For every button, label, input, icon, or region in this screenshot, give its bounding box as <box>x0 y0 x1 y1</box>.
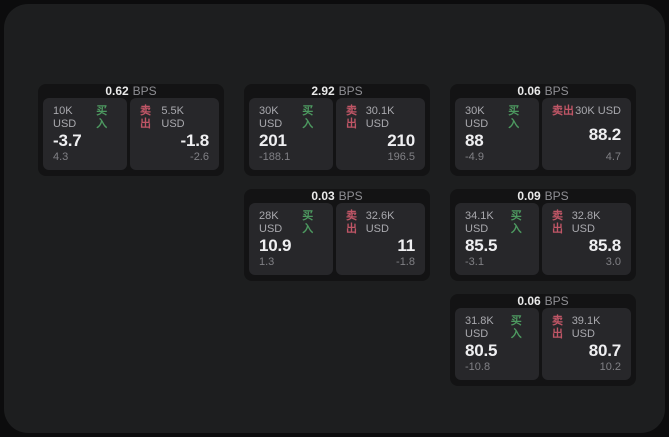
buy-sub-value: -4.9 <box>465 151 484 163</box>
sell-price: 88.2 <box>588 124 621 144</box>
sell-quote-panel[interactable]: 卖出 30.1K USD 210 196.5 <box>335 98 425 170</box>
buy-tag: 买入 <box>96 105 108 130</box>
sell-tag: 卖出 <box>551 210 563 235</box>
buy-quote-panel[interactable]: 34.1K USD 买入 85.5 -3.1 <box>455 203 539 275</box>
buy-amount: 34.1K USD <box>465 210 494 235</box>
bps-value: 0.62 <box>105 84 129 98</box>
sell-price: -1.8 <box>180 131 210 150</box>
card-header: 0.06 BPS <box>450 84 636 98</box>
sell-quote-panel[interactable]: 卖出 39.1K USD 80.7 10.2 <box>541 308 631 380</box>
buy-price: 201 <box>259 131 287 150</box>
quote-panels: 28K USD 买入 10.9 1.3 卖出 32.6K USD 11 -1.8 <box>244 203 430 281</box>
buy-price: 10.9 <box>259 236 292 255</box>
buy-amount: 30K USD <box>465 105 489 130</box>
sell-amount: 30K USD <box>575 105 621 117</box>
buy-sub-value: 4.3 <box>53 151 69 163</box>
sell-quote-panel[interactable]: 卖出 5.5K USD -1.8 -2.6 <box>129 98 219 170</box>
sell-price: 210 <box>387 131 415 150</box>
buy-quote-panel[interactable]: 10K USD 买入 -3.7 4.3 <box>43 98 127 170</box>
sell-amount: 30.1K USD <box>365 105 395 130</box>
bps-value: 2.92 <box>311 84 335 98</box>
buy-amount: 10K USD <box>53 105 77 130</box>
buy-tag: 买入 <box>302 210 314 235</box>
buy-amount: 30K USD <box>259 105 283 130</box>
sell-price: 85.8 <box>588 236 621 255</box>
buy-price: 85.5 <box>465 236 498 255</box>
sell-sub-value: 10.2 <box>599 361 621 373</box>
sell-amount: 32.8K USD <box>571 210 601 235</box>
quote-card: 0.03 BPS 28K USD 买入 10.9 1.3 卖出 32.6K US… <box>244 189 430 281</box>
buy-sub-value: 1.3 <box>259 256 275 268</box>
buy-sub-value: -188.1 <box>259 151 291 163</box>
buy-price: 80.5 <box>465 341 498 360</box>
sell-sub-value: 4.7 <box>605 151 621 163</box>
sell-sub-value: 196.5 <box>387 151 415 163</box>
sell-sub-value: 3.0 <box>605 256 621 268</box>
buy-price: 88 <box>465 131 484 150</box>
buy-quote-panel[interactable]: 28K USD 买入 10.9 1.3 <box>249 203 333 275</box>
buy-tag: 买入 <box>302 105 314 130</box>
bps-unit-label: BPS <box>544 294 569 308</box>
buy-tag: 买入 <box>508 105 520 130</box>
sell-amount: 5.5K USD <box>161 105 185 130</box>
bps-value: 0.03 <box>311 189 335 203</box>
quote-grid: 0.62 BPS 10K USD 买入 -3.7 4.3 卖出 5.5K USD… <box>38 84 636 386</box>
buy-quote-panel[interactable]: 30K USD 买入 201 -188.1 <box>249 98 333 170</box>
buy-sub-value: -10.8 <box>465 361 491 373</box>
bps-unit-label: BPS <box>338 189 363 203</box>
sell-amount: 32.6K USD <box>365 210 395 235</box>
buy-amount: 28K USD <box>259 210 283 235</box>
app-window: 0.62 BPS 10K USD 买入 -3.7 4.3 卖出 5.5K USD… <box>4 4 665 433</box>
card-header: 2.92 BPS <box>244 84 430 98</box>
buy-quote-panel[interactable]: 31.8K USD 买入 80.5 -10.8 <box>455 308 539 380</box>
buy-quote-panel[interactable]: 30K USD 买入 88 -4.9 <box>455 98 539 170</box>
buy-tag: 买入 <box>510 315 522 340</box>
sell-tag: 卖出 <box>139 105 151 130</box>
bps-unit-label: BPS <box>338 84 363 98</box>
bps-unit-label: BPS <box>132 84 157 98</box>
buy-price: -3.7 <box>53 131 82 150</box>
buy-sub-value: -3.1 <box>465 256 484 268</box>
quote-card: 0.09 BPS 34.1K USD 买入 85.5 -3.1 卖出 32.8K… <box>450 189 636 281</box>
sell-amount: 39.1K USD <box>571 315 601 340</box>
bps-value: 0.09 <box>517 189 541 203</box>
sell-tag: 卖出 <box>345 105 357 130</box>
sell-price: 80.7 <box>588 341 621 360</box>
buy-amount: 31.8K USD <box>465 315 494 340</box>
quote-panels: 30K USD 买入 88 -4.9 卖出 30K USD 88.2 4.7 <box>450 98 636 176</box>
sell-quote-panel[interactable]: 卖出 32.6K USD 11 -1.8 <box>335 203 425 275</box>
quote-card: 0.62 BPS 10K USD 买入 -3.7 4.3 卖出 5.5K USD… <box>38 84 224 176</box>
bps-unit-label: BPS <box>544 84 569 98</box>
sell-tag: 卖出 <box>345 210 357 235</box>
card-header: 0.09 BPS <box>450 189 636 203</box>
quote-panels: 10K USD 买入 -3.7 4.3 卖出 5.5K USD -1.8 -2.… <box>38 98 224 176</box>
sell-sub-value: -2.6 <box>190 151 209 163</box>
sell-quote-panel[interactable]: 卖出 32.8K USD 85.8 3.0 <box>541 203 631 275</box>
quote-panels: 30K USD 买入 201 -188.1 卖出 30.1K USD 210 1… <box>244 98 430 176</box>
card-header: 0.62 BPS <box>38 84 224 98</box>
sell-quote-panel[interactable]: 卖出 30K USD 88.2 4.7 <box>541 98 631 170</box>
bps-unit-label: BPS <box>544 189 569 203</box>
bps-value: 0.06 <box>517 84 541 98</box>
quote-card: 0.06 BPS 31.8K USD 买入 80.5 -10.8 卖出 39.1… <box>450 294 636 386</box>
bps-value: 0.06 <box>517 294 541 308</box>
sell-sub-value: -1.8 <box>396 256 415 268</box>
quote-panels: 31.8K USD 买入 80.5 -10.8 卖出 39.1K USD 80.… <box>450 308 636 386</box>
sell-tag: 卖出 <box>551 315 563 340</box>
buy-tag: 买入 <box>510 210 522 235</box>
quote-panels: 34.1K USD 买入 85.5 -3.1 卖出 32.8K USD 85.8… <box>450 203 636 281</box>
quote-card: 0.06 BPS 30K USD 买入 88 -4.9 卖出 30K USD 8… <box>450 84 636 176</box>
card-header: 0.03 BPS <box>244 189 430 203</box>
quote-card: 2.92 BPS 30K USD 买入 201 -188.1 卖出 30.1K … <box>244 84 430 176</box>
sell-price: 11 <box>397 236 415 255</box>
card-header: 0.06 BPS <box>450 294 636 308</box>
sell-tag: 卖出 <box>551 105 574 117</box>
